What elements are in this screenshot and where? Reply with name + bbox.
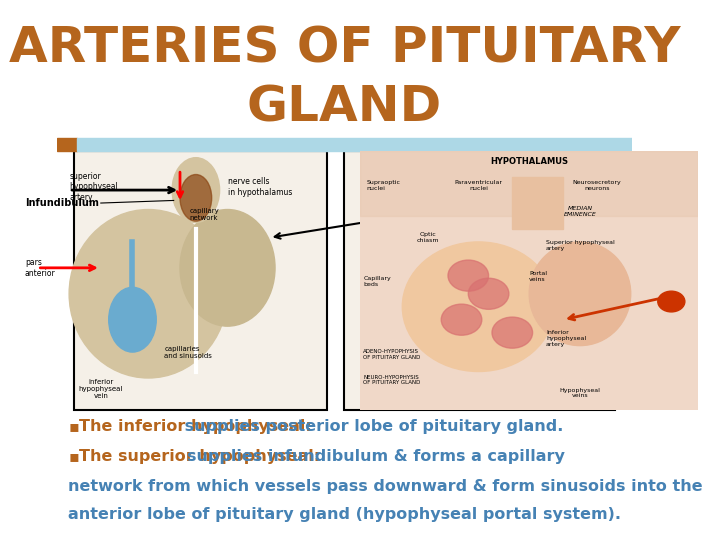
Text: Neurosecretory
neurons: Neurosecretory neurons	[572, 180, 621, 191]
Text: network from which vessels pass downward & form sinusoids into the: network from which vessels pass downward…	[68, 478, 703, 494]
Ellipse shape	[402, 242, 554, 372]
Text: anterior lobe of pituitary gland (hypophyseal portal system).: anterior lobe of pituitary gland (hypoph…	[68, 507, 621, 522]
Text: capillary
network: capillary network	[189, 208, 220, 221]
Ellipse shape	[180, 174, 212, 221]
Text: The inferior hypophyseal:: The inferior hypophyseal:	[78, 419, 311, 434]
Text: Supraoptic
nuclei: Supraoptic nuclei	[366, 180, 401, 191]
Text: Hypophyseal
veins: Hypophyseal veins	[559, 388, 600, 399]
Bar	[513, 177, 563, 229]
Text: Infundibulum: Infundibulum	[24, 198, 99, 208]
Text: ▪: ▪	[68, 419, 79, 434]
Text: a hypothalamo-
hypophseal
portal vessel: a hypothalamo- hypophseal portal vessel	[459, 186, 558, 230]
Text: Paraventricular
nuclei: Paraventricular nuclei	[454, 180, 503, 191]
Ellipse shape	[180, 210, 275, 326]
Text: Portal
veins: Portal veins	[529, 271, 547, 282]
Text: supplies posterior lobe of pituitary gland.: supplies posterior lobe of pituitary gla…	[179, 419, 564, 434]
Text: HYPOTHALAMUS: HYPOTHALAMUS	[490, 157, 568, 166]
Text: MEDIAN
EMINENCE: MEDIAN EMINENCE	[564, 206, 596, 217]
Text: nerve cells
in hypothalamus: nerve cells in hypothalamus	[228, 177, 292, 197]
Bar	[74, 151, 327, 410]
Bar	[57, 138, 77, 151]
Text: GLAND: GLAND	[247, 84, 442, 132]
Text: Capillary
beds: Capillary beds	[364, 276, 391, 287]
Ellipse shape	[69, 210, 228, 378]
Ellipse shape	[492, 317, 533, 348]
Text: NEURO-HYPOPHYSIS
OF PITUITARY GLAND: NEURO-HYPOPHYSIS OF PITUITARY GLAND	[364, 375, 420, 386]
Bar	[77, 138, 632, 151]
Ellipse shape	[468, 278, 509, 309]
Text: superior
hypophyseal
artery: superior hypophyseal artery	[69, 172, 118, 202]
Text: capillaries
and sinusoids: capillaries and sinusoids	[164, 346, 212, 359]
Ellipse shape	[529, 242, 631, 346]
Bar	[344, 151, 615, 410]
Text: Inferior
hypophyseal
artery: Inferior hypophyseal artery	[546, 330, 586, 347]
Text: The superior hypophyseal:: The superior hypophyseal:	[78, 449, 320, 464]
Text: Superior hypophyseal
artery: Superior hypophyseal artery	[546, 240, 615, 251]
Text: ARTERIES OF PITUITARY: ARTERIES OF PITUITARY	[9, 25, 680, 72]
Ellipse shape	[172, 158, 220, 222]
Ellipse shape	[448, 260, 489, 291]
Text: pars
anterior: pars anterior	[24, 258, 55, 278]
Ellipse shape	[109, 287, 156, 352]
Bar	[360, 151, 698, 216]
Text: ADENO-HYPOPHYSIS
OF PITUITARY GLAND: ADENO-HYPOPHYSIS OF PITUITARY GLAND	[364, 349, 420, 360]
Ellipse shape	[658, 291, 685, 312]
Text: ▪: ▪	[68, 449, 79, 464]
Text: Optic
chiasm: Optic chiasm	[416, 232, 439, 243]
Text: inferior
hypophyseal
vein: inferior hypophyseal vein	[78, 379, 123, 399]
Ellipse shape	[441, 304, 482, 335]
Text: supplies infundibulum & forms a capillary: supplies infundibulum & forms a capillar…	[186, 449, 564, 464]
